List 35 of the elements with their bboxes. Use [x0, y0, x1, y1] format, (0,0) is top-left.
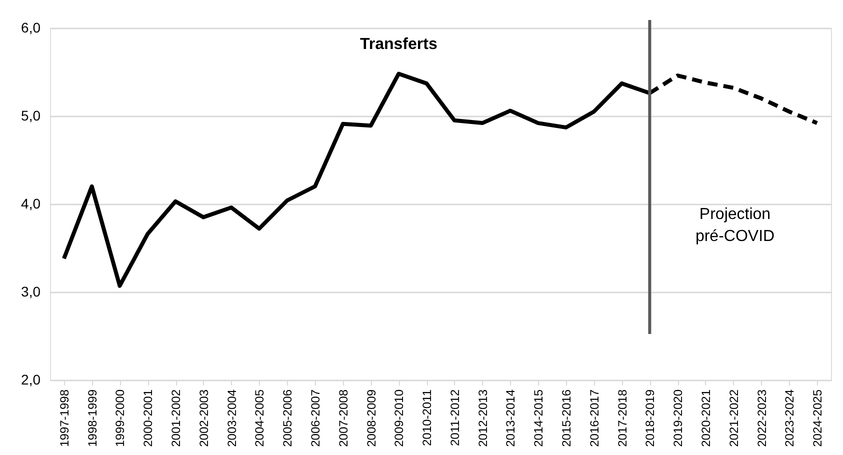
x-tick-label: 2000-2001: [141, 389, 156, 447]
x-tick-label: 2017-2018: [615, 389, 630, 447]
y-tick-label: 3,0: [21, 284, 41, 300]
x-tick-label: 1997-1998: [57, 389, 72, 447]
x-tick-label: 2005-2006: [280, 389, 295, 447]
x-tick-label: 2024-2025: [810, 389, 825, 447]
y-tick-label: 4,0: [21, 196, 41, 212]
y-tick-label: 5,0: [21, 108, 41, 124]
x-tick-label: 2014-2015: [532, 389, 546, 447]
x-tick-label: 2020-2021: [698, 389, 713, 447]
x-tick-label: 2013-2014: [504, 389, 518, 447]
annotation: Projection pré-COVID: [695, 206, 775, 245]
x-tick-label: 1998-1999: [85, 389, 100, 447]
x-tick-label: 2012-2013: [476, 389, 490, 447]
x-tick-label: 2008-2009: [364, 389, 378, 447]
x-tick-label: 2010-2011: [420, 389, 434, 446]
y-tick-label: 6,0: [21, 20, 41, 36]
x-tick-label: 2018-2019: [643, 389, 658, 447]
x-tick-label: 2009-2010: [392, 389, 406, 447]
x-tick-label: 2016-2017: [587, 389, 602, 447]
x-tick-label: 2015-2016: [560, 389, 574, 447]
series-label: Transferts: [360, 36, 438, 53]
x-tick-label: 1999-2000: [113, 389, 128, 447]
x-tick-label: 2004-2005: [252, 389, 267, 447]
x-tick-label: 2006-2007: [308, 389, 322, 447]
x-tick-label: 2007-2008: [336, 389, 350, 447]
x-tick-label: 2021-2022: [726, 389, 741, 447]
x-tick-label: 2019-2020: [671, 389, 686, 447]
x-tick-label: 2003-2004: [224, 389, 239, 447]
x-tick-label: 2001-2002: [169, 389, 184, 447]
x-tick-label: 2011-2012: [448, 389, 462, 446]
x-tick-label: 2002-2003: [196, 389, 211, 447]
y-tick-label: 2,0: [21, 372, 41, 388]
x-tick-label: 2022-2023: [754, 389, 769, 447]
x-tick-label: 2023-2024: [782, 389, 797, 447]
